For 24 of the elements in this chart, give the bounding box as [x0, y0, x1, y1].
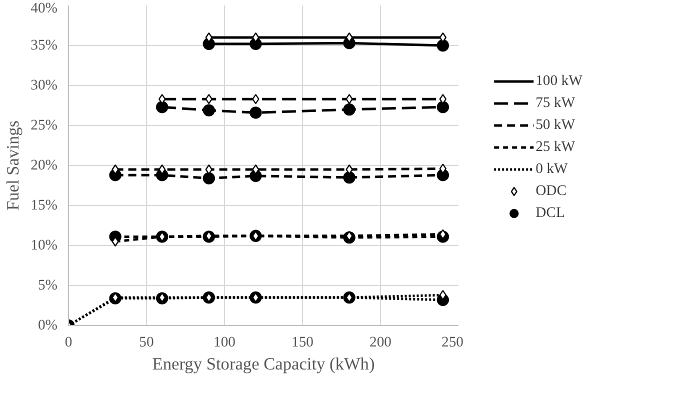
- x-tick-label: 150: [292, 334, 314, 350]
- y-axis-title: Fuel Savings: [4, 120, 23, 211]
- x-tick-label: 100: [214, 334, 236, 350]
- x-axis-title: Energy Storage Capacity (kWh): [152, 354, 375, 374]
- legend-label: 0 kW: [536, 160, 568, 178]
- legend-label: 25 kW: [536, 138, 576, 156]
- y-tick-label: 5%: [38, 278, 58, 294]
- x-tick-label: 250: [442, 334, 464, 350]
- legend-label: 100 kW: [536, 72, 582, 90]
- legend-label: 50 kW: [536, 116, 576, 134]
- legend-label: DCL: [536, 204, 565, 222]
- legend-label: ODC: [536, 182, 567, 200]
- x-tick-label: 0: [64, 334, 72, 350]
- y-tick-label: 35%: [30, 38, 58, 54]
- y-tick-label: 40%: [30, 0, 58, 16]
- y-tick-label: 0%: [38, 318, 58, 334]
- y-tick-label: 10%: [30, 238, 58, 254]
- y-tick-label: 30%: [30, 78, 58, 94]
- legend-label: 75 kW: [536, 94, 576, 112]
- y-tick-label: 20%: [30, 158, 58, 174]
- x-tick-label: 50: [139, 334, 154, 350]
- y-tick-label: 15%: [30, 198, 58, 214]
- y-tick-label: 25%: [30, 118, 58, 134]
- x-tick-label: 200: [370, 334, 392, 350]
